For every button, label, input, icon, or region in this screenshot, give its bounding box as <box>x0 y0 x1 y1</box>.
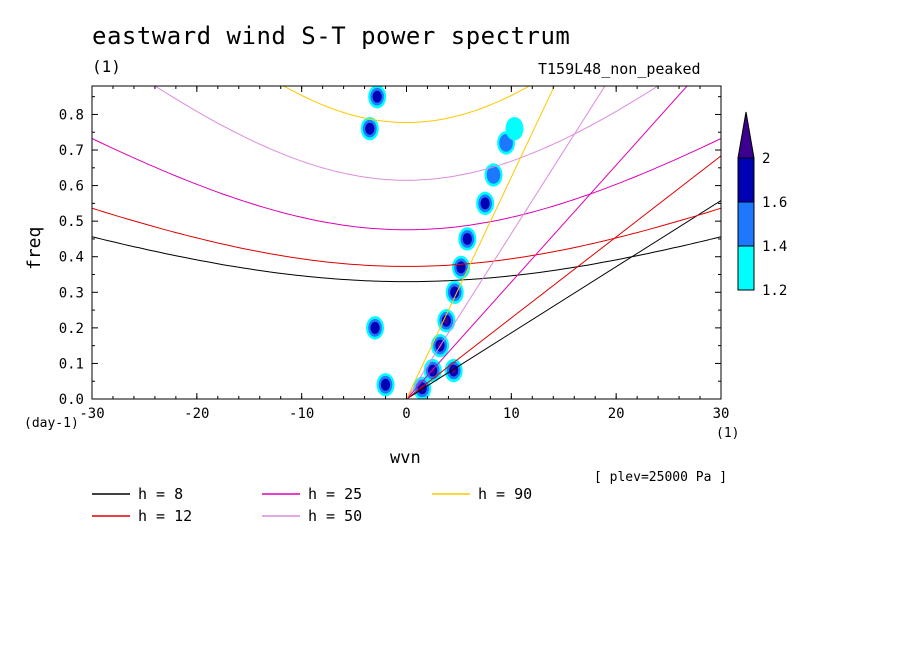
chart-title: eastward wind S-T power spectrum <box>92 22 571 50</box>
legend-label: h = 90 <box>478 485 532 503</box>
x-axis-unit: (1) <box>716 426 740 441</box>
legend-label: h = 50 <box>308 507 362 525</box>
power-blob <box>380 378 391 391</box>
x-tick-label: -30 <box>79 406 104 422</box>
curve-gravity <box>92 207 721 267</box>
x-tick-label: 0 <box>402 406 410 422</box>
power-blob <box>480 197 490 210</box>
power-contours <box>360 86 524 399</box>
dispersion-curves <box>92 86 721 399</box>
curve-kelvin <box>406 86 555 399</box>
y-tick-label: 0.4 <box>59 250 84 266</box>
y-tick-label: 0.0 <box>59 392 84 408</box>
colorbar-label: 1.4 <box>762 239 787 255</box>
x-tick-label: 20 <box>608 406 625 422</box>
y-tick-label: 0.7 <box>59 143 84 159</box>
legend: h = 8 h = 12 h = 25 h = 50 h = 90 <box>92 485 532 525</box>
colorbar-segment <box>737 201 755 247</box>
power-blob <box>456 261 466 274</box>
x-tick-label: 10 <box>503 406 520 422</box>
colorbar-segment <box>737 157 755 203</box>
power-blob <box>499 134 513 152</box>
curve-kelvin <box>406 86 688 399</box>
curve-gravity <box>92 236 721 283</box>
colorbar-label: 1.2 <box>762 283 787 299</box>
colorbar-label: 2 <box>762 151 770 167</box>
legend-label: h = 8 <box>138 485 183 503</box>
x-axis-label: wvn <box>390 448 421 468</box>
y-tick-label: 0.1 <box>59 356 84 372</box>
y-tick-label: 0.5 <box>59 214 84 230</box>
pressure-level-label: [ plev=25000 Pa ] <box>594 470 728 485</box>
axes: -30 -20 -10 0 10 20 30 0.0 0.1 0.2 0.3 0.4 0.5 0.6 0.7… <box>59 86 730 422</box>
y-tick-label: 0.8 <box>59 107 84 123</box>
colorbar: 2 1.6 1.4 1.2 <box>737 111 787 299</box>
power-blob <box>505 116 524 141</box>
plot-frame <box>91 85 722 400</box>
y-axis-unit: (day-1) <box>24 416 79 431</box>
curve-kelvin <box>406 155 721 399</box>
curve-gravity <box>92 138 721 231</box>
power-blob <box>370 321 380 334</box>
y-tick-label: 0.3 <box>59 285 84 301</box>
colorbar-segment <box>737 245 755 291</box>
curve-kelvin <box>406 200 721 399</box>
legend-label: h = 25 <box>308 485 362 503</box>
legend-label: h = 12 <box>138 507 192 525</box>
y-tick-label: 0.6 <box>59 179 84 195</box>
power-blob <box>365 122 375 135</box>
power-blob <box>486 166 501 184</box>
curve-gravity <box>282 86 531 123</box>
x-tick-label: 30 <box>713 406 730 422</box>
power-blob <box>462 232 472 245</box>
power-blob <box>372 90 382 103</box>
y-tick-label: 0.2 <box>59 321 84 337</box>
x-tick-label: -20 <box>184 406 209 422</box>
chart-unit-label: (1) <box>92 57 121 76</box>
run-name-label: T159L48_non_peaked <box>538 60 701 78</box>
colorbar-label: 1.6 <box>762 195 787 211</box>
curve-kelvin <box>406 86 606 399</box>
power-blob <box>443 317 449 324</box>
colorbar-extension <box>737 111 755 159</box>
power-blob <box>450 286 460 299</box>
curve-gravity <box>154 86 659 181</box>
x-tick-label: -10 <box>289 406 314 422</box>
